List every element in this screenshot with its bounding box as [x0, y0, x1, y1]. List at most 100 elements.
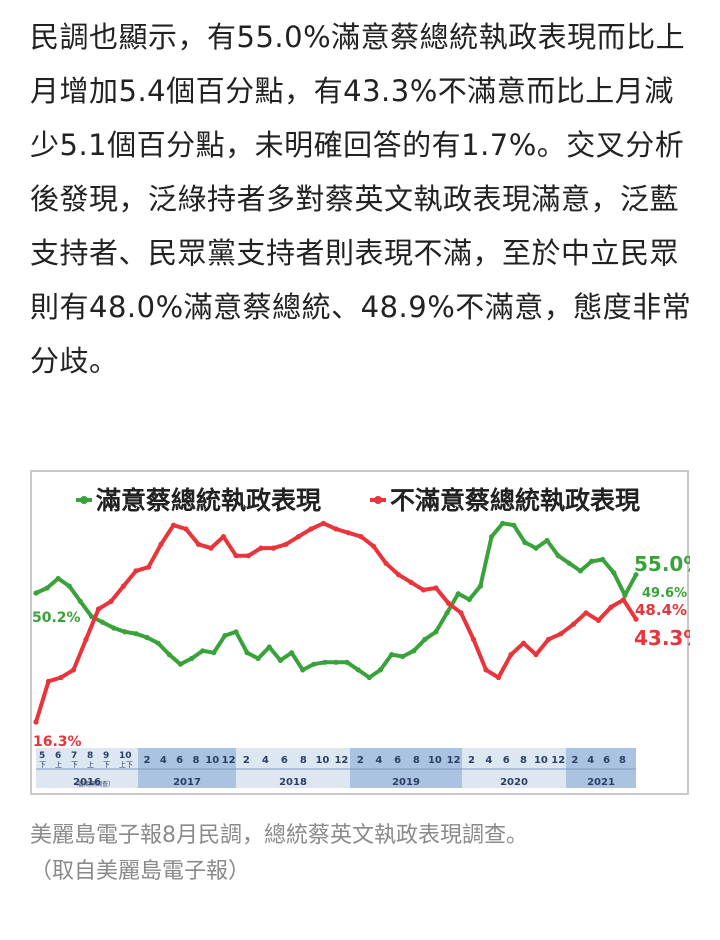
data-point [545, 636, 552, 642]
data-point [377, 667, 383, 673]
legend: 滿意蔡總統執政表現 不滿意蔡總統執政表現 [76, 486, 640, 515]
legend-approve-label: 滿意蔡總統執政表現 [96, 486, 321, 515]
data-point [366, 674, 372, 681]
x-axis-month-label: 9 [103, 751, 109, 761]
data-point [389, 652, 395, 658]
data-point [522, 539, 528, 545]
data-point [108, 598, 114, 604]
data-point [70, 667, 77, 673]
data-point [222, 633, 228, 639]
data-point [245, 553, 252, 559]
caption-line-2: （取自美麗島電子報） [30, 859, 251, 884]
data-point [520, 640, 527, 646]
data-point [589, 558, 595, 564]
x-axis-month-label: 8 [193, 755, 200, 766]
data-point [544, 537, 550, 544]
x-axis-month-label: 12 [334, 755, 348, 766]
x-axis-year-band [138, 748, 236, 788]
data-point [270, 545, 277, 551]
data-point [244, 650, 250, 656]
data-point [383, 560, 389, 566]
label-disapprove-prev: 48.4% [635, 601, 687, 619]
x-axis-month-label: 8 [413, 755, 420, 766]
data-point [355, 667, 361, 673]
data-point [577, 568, 584, 574]
data-point [570, 621, 577, 627]
x-axis-half-label: 上下 [119, 760, 133, 769]
data-point [633, 572, 639, 578]
legend-approve: 滿意蔡總統執政表現 [76, 486, 321, 515]
data-point [333, 526, 339, 532]
data-point [208, 545, 214, 551]
data-point [322, 659, 328, 665]
chart-frame [30, 470, 689, 795]
article-paragraph: 民調也顯示，有55.0%滿意蔡總統執政表現而比上月增加5.4個百分點，有43.3… [30, 20, 692, 378]
x-axis-month-label: 2 [571, 755, 578, 766]
data-point [400, 653, 406, 660]
data-point [183, 526, 189, 532]
chart-figure: 滿意蔡總統執政表現 不滿意蔡總統執政表現 50.2% 16.3% 55.0% 4… [30, 470, 703, 795]
data-point [600, 556, 606, 563]
data-point [583, 610, 589, 616]
data-point [300, 667, 306, 673]
data-point [608, 604, 614, 610]
data-point [489, 534, 495, 540]
x-axis-month-label: 6 [55, 751, 61, 761]
x-axis-month-label: 2 [243, 755, 250, 766]
data-point [455, 591, 461, 597]
data-point [295, 534, 302, 540]
data-point [200, 648, 206, 654]
x-axis-month-label: 10 [534, 755, 548, 766]
data-point [495, 674, 502, 681]
data-point [595, 617, 602, 623]
x-axis-month-label: 4 [485, 755, 492, 766]
x-axis-month-label: 10 [205, 755, 219, 766]
data-point [433, 629, 439, 635]
data-point [45, 678, 52, 684]
x-axis-month-label: 7 [71, 751, 77, 761]
data-point [444, 610, 450, 616]
data-point [44, 585, 50, 591]
data-point [195, 541, 202, 547]
data-point [320, 520, 327, 526]
x-axis: 2016 2017 2018 2019 2020 20215下6上7下8上9下10上下（當… [36, 748, 636, 788]
x-axis-month-label: 6 [394, 755, 401, 766]
label-disapprove-start: 16.3% [33, 734, 82, 750]
x-axis-month-label: 12 [551, 755, 565, 766]
article-text: 民調也顯示，有55.0%滿意蔡總統執政表現而比上月增加5.4個百分點，有43.3… [30, 10, 695, 388]
data-point [158, 541, 164, 547]
label-disapprove-now: 43.3% [634, 626, 690, 650]
data-point [311, 661, 317, 667]
x-axis-month-label: 8 [300, 755, 307, 766]
data-point [500, 520, 506, 526]
data-point [289, 650, 295, 656]
data-point [233, 629, 239, 635]
x-axis-year-label: 2019 [392, 777, 420, 788]
data-point [166, 652, 172, 658]
data-point [345, 530, 352, 536]
data-point [420, 587, 427, 593]
data-point [408, 579, 414, 585]
x-axis-month-label: 4 [375, 755, 382, 766]
data-point [58, 674, 64, 681]
data-point [133, 631, 139, 637]
x-axis-month-label: 6 [281, 755, 288, 766]
data-point [155, 640, 161, 646]
data-point [233, 553, 239, 559]
data-point [308, 526, 314, 532]
figure-caption: 美麗島電子報8月民調，總統蔡英文執政表現調查。 （取自美麗島電子報） [30, 818, 695, 890]
x-axis-half-label: 下 [71, 761, 78, 769]
data-point [620, 597, 627, 603]
x-axis-month-label: 8 [87, 751, 93, 761]
data-point [558, 631, 564, 637]
x-axis-year-label: 2021 [587, 777, 615, 788]
x-axis-month-label: 8 [619, 755, 626, 766]
data-point [477, 583, 483, 589]
data-point [170, 522, 177, 528]
data-point [55, 575, 61, 582]
data-point [77, 598, 83, 604]
data-point [120, 583, 127, 589]
data-point [133, 568, 139, 574]
legend-approve-marker [80, 496, 88, 504]
data-point [177, 661, 183, 667]
